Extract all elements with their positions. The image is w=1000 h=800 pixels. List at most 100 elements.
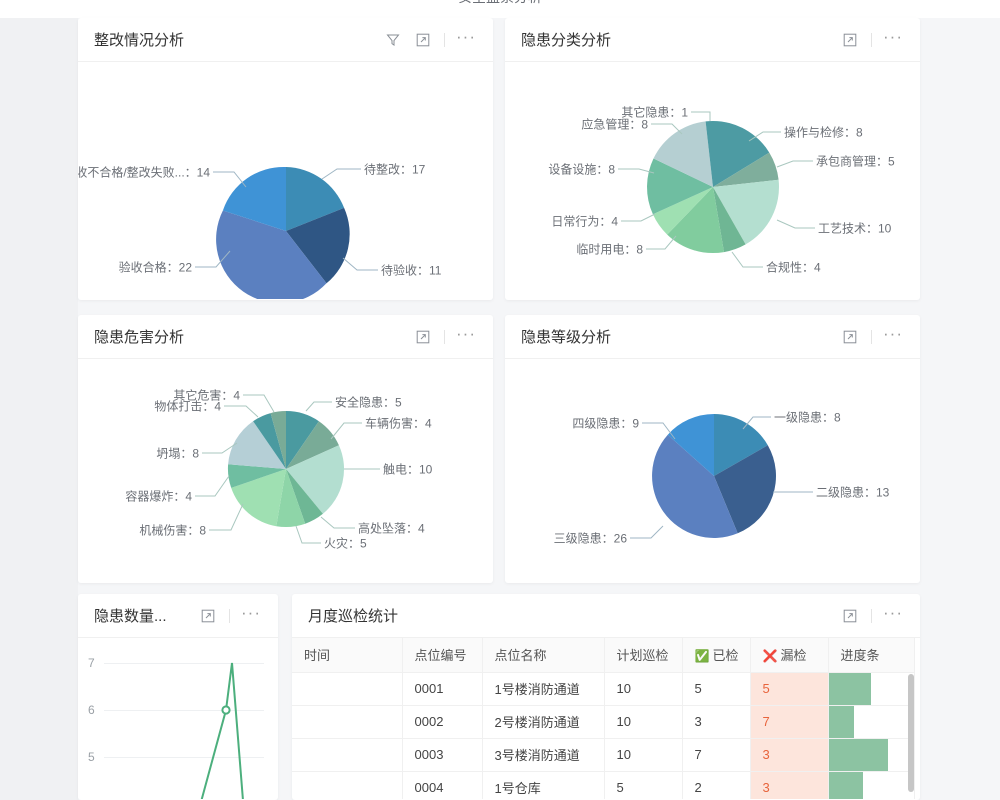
top-band: 安全监察分析 xyxy=(0,0,1000,18)
cell-time xyxy=(292,771,403,799)
pie-chart-rectification[interactable]: 待整改：17 待验收：11 验收合格：22 验收不合格/整改失败...：14 xyxy=(78,62,493,299)
cell-plan: 10 xyxy=(604,705,683,739)
cell-plan: 10 xyxy=(604,738,683,772)
card-header-actions: ··· xyxy=(835,315,908,359)
y-tick-label: 5 xyxy=(88,750,95,764)
cell-name: 2号楼消防通道 xyxy=(482,705,605,739)
table-scroll-area[interactable]: 时间 点位编号 点位名称 计划巡检 ✅ 已检 ❌ 漏检 进度条 0001 1号楼消防通… xyxy=(292,638,920,799)
pie-svg xyxy=(195,394,380,544)
card-header-actions: ··· xyxy=(835,18,908,62)
card-header-actions: ··· xyxy=(408,315,481,359)
pie-label: 高处坠落：4 xyxy=(358,521,425,536)
pie-label: 验收合格：22 xyxy=(118,260,192,275)
pie-chart-hazard[interactable]: 安全隐患：5 车辆伤害：4 触电：10 高处坠落：4 火灾：5 机械伤害：8 容… xyxy=(78,359,493,582)
more-options-icon[interactable]: ··· xyxy=(451,25,481,55)
more-options-icon[interactable]: ··· xyxy=(451,322,481,352)
y-tick-label: 6 xyxy=(88,703,95,717)
pie-label: 承包商管理：5 xyxy=(816,154,895,169)
pie-label: 二级隐患：13 xyxy=(816,485,890,500)
cell-name: 3号楼消防通道 xyxy=(482,738,605,772)
cell-progress xyxy=(828,705,915,739)
action-divider xyxy=(229,609,230,623)
page-title: 安全监察分析 xyxy=(0,0,1000,6)
col-header-progress[interactable]: 进度条 xyxy=(828,638,915,673)
pie-chart-level[interactable]: 一级隐患：8 二级隐患：13 三级隐患：26 四级隐患：9 xyxy=(505,359,920,582)
cell-missed: 3 xyxy=(750,771,829,799)
pie-svg xyxy=(195,166,378,299)
line-chart-count-trend[interactable]: 7 6 5 xyxy=(78,638,278,799)
card-body: 安全隐患：5 车辆伤害：4 触电：10 高处坠落：4 火灾：5 机械伤害：8 容… xyxy=(78,359,493,582)
col-header-code[interactable]: 点位编号 xyxy=(402,638,483,673)
card-header-actions: ··· xyxy=(378,18,481,62)
pie-chart-category[interactable]: 操作与检修：8 承包商管理：5 工艺技术：10 合规性：4 临时用电：8 日常行… xyxy=(505,62,920,299)
table-body: 0001 1号楼消防通道 10 5 5 0002 2号楼消防通道 10 3 7 0003 3号楼消防通… xyxy=(292,672,915,799)
cell-done: 7 xyxy=(682,738,751,772)
col-header-plan[interactable]: 计划巡检 xyxy=(604,638,683,673)
card-header-actions: ··· xyxy=(835,594,908,638)
progress-bar xyxy=(828,771,863,799)
cell-missed: 7 xyxy=(750,705,829,739)
col-label: 漏检 xyxy=(780,648,807,664)
page-title-clip: 安全监察分析 xyxy=(0,0,1000,6)
card-category-analysis: 隐患分类分析 ··· xyxy=(505,18,920,300)
table-row[interactable]: 0003 3号楼消防通道 10 7 3 xyxy=(292,738,915,772)
pie-label: 其它隐患：1 xyxy=(621,105,688,120)
col-header-name[interactable]: 点位名称 xyxy=(482,638,605,673)
filter-funnel-icon[interactable] xyxy=(378,25,408,55)
pie-label: 车辆伤害：4 xyxy=(365,416,432,431)
col-header-missed[interactable]: ❌ 漏检 xyxy=(750,638,829,673)
card-hazard-analysis: 隐患危害分析 ··· xyxy=(78,315,493,583)
cross-icon: ❌ xyxy=(762,649,778,664)
card-header: 月度巡检统计 ··· xyxy=(292,594,920,638)
col-label: 点位名称 xyxy=(494,648,547,664)
pie-label: 临时用电：8 xyxy=(576,242,643,257)
table-row[interactable]: 0002 2号楼消防通道 10 3 7 xyxy=(292,705,915,739)
external-link-icon[interactable] xyxy=(193,601,223,631)
table-vertical-scrollbar[interactable] xyxy=(908,674,914,792)
card-header: 隐患等级分析 ··· xyxy=(505,315,920,359)
pie-label: 待整改：17 xyxy=(364,162,426,177)
cell-missed: 5 xyxy=(750,672,829,706)
table-header: 时间 点位编号 点位名称 计划巡检 ✅ 已检 ❌ 漏检 进度条 xyxy=(292,638,915,673)
col-header-time[interactable]: 时间 xyxy=(292,638,403,673)
action-divider xyxy=(871,33,872,47)
pie-label: 操作与检修：8 xyxy=(784,125,863,140)
cell-done: 3 xyxy=(682,705,751,739)
cell-done: 2 xyxy=(682,771,751,799)
card-header: 隐患分类分析 ··· xyxy=(505,18,920,62)
table-row[interactable]: 0001 1号楼消防通道 10 5 5 xyxy=(292,672,915,706)
more-options-icon[interactable]: ··· xyxy=(878,322,908,352)
external-link-icon[interactable] xyxy=(835,601,865,631)
card-header-actions: ··· xyxy=(193,594,266,638)
more-options-icon[interactable]: ··· xyxy=(236,601,266,631)
external-link-icon[interactable] xyxy=(408,322,438,352)
card-level-analysis: 隐患等级分析 ··· xyxy=(505,315,920,583)
card-monthly-inspection-stats: 月度巡检统计 ··· 时间 点位编号 点位名称 xyxy=(292,594,920,800)
cell-time xyxy=(292,672,403,706)
pie-label: 火灾：5 xyxy=(324,536,367,551)
progress-bar xyxy=(828,672,871,704)
pie-label: 一级隐患：8 xyxy=(774,410,841,425)
pie-svg xyxy=(630,414,813,539)
more-options-icon[interactable]: ··· xyxy=(878,601,908,631)
cell-plan: 5 xyxy=(604,771,683,799)
external-link-icon[interactable] xyxy=(835,25,865,55)
external-link-icon[interactable] xyxy=(835,322,865,352)
cell-progress xyxy=(828,738,915,772)
pie-label: 坍塌：8 xyxy=(156,446,199,461)
more-options-icon[interactable]: ··· xyxy=(878,25,908,55)
progress-bar xyxy=(828,738,888,770)
cell-time xyxy=(292,738,403,772)
card-header: 隐患数量... ··· xyxy=(78,594,278,638)
cell-plan: 10 xyxy=(604,672,683,706)
col-header-done[interactable]: ✅ 已检 xyxy=(682,638,751,673)
external-link-icon[interactable] xyxy=(408,25,438,55)
more-dots: ··· xyxy=(456,324,476,343)
cell-progress xyxy=(828,672,915,706)
action-divider xyxy=(871,609,872,623)
pie-label: 应急管理：8 xyxy=(581,117,648,132)
pie-svg xyxy=(618,111,815,268)
table-row[interactable]: 0004 1号仓库 5 2 3 xyxy=(292,771,915,799)
cell-done: 5 xyxy=(682,672,751,706)
